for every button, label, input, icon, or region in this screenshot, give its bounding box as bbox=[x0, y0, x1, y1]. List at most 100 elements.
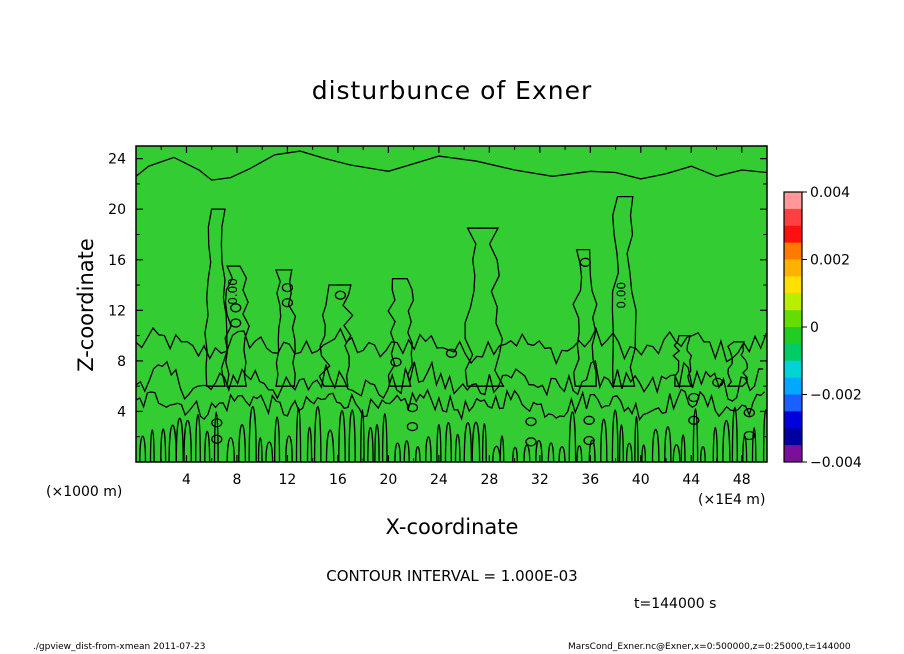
contour-line bbox=[248, 406, 257, 462]
y-axis-ticks: 4 8 12 16 20 24 bbox=[108, 152, 767, 438]
contour-loop bbox=[445, 348, 458, 358]
contour-line bbox=[700, 446, 706, 462]
contour-line bbox=[238, 424, 247, 462]
contour-loop bbox=[230, 318, 242, 328]
contour-line bbox=[751, 427, 757, 462]
contour-line bbox=[731, 406, 738, 462]
contour-line bbox=[394, 442, 401, 462]
contour-line bbox=[588, 439, 596, 462]
colorbar-tick-label: 0 bbox=[810, 320, 819, 336]
x-tick-label: 12 bbox=[279, 472, 297, 488]
contour-loop bbox=[712, 377, 724, 388]
x-tick-label: 4 bbox=[182, 472, 191, 488]
contour-loop bbox=[334, 290, 347, 300]
contour-line bbox=[471, 421, 481, 462]
x-tick-label: 24 bbox=[430, 472, 448, 488]
contour-line bbox=[651, 428, 660, 462]
contour-line bbox=[611, 195, 637, 387]
contour-line bbox=[762, 409, 767, 462]
y-tick-label: 24 bbox=[108, 152, 126, 168]
x-tick-label: 8 bbox=[232, 472, 241, 488]
colorbar-swatch bbox=[784, 394, 802, 412]
contour-loop bbox=[525, 416, 537, 427]
contour-loop bbox=[579, 257, 591, 267]
contour-line bbox=[381, 413, 388, 462]
contour-line bbox=[274, 269, 297, 387]
contour-line bbox=[160, 428, 167, 462]
contour-line bbox=[374, 424, 380, 462]
contour-line bbox=[726, 341, 749, 387]
x-axis-label: X-coordinate bbox=[385, 515, 519, 539]
contour-loop bbox=[406, 421, 419, 432]
contour-loop bbox=[230, 303, 242, 313]
y-axis-label: Z-coordinate bbox=[74, 238, 98, 372]
contour-line bbox=[618, 424, 624, 462]
contour-line bbox=[175, 417, 184, 462]
contour-line bbox=[499, 435, 505, 462]
x-tick-label: 32 bbox=[531, 472, 549, 488]
contour-line bbox=[183, 420, 192, 462]
x-tick-label: 44 bbox=[682, 472, 700, 488]
colorbar-swatch bbox=[784, 208, 802, 227]
contour-line bbox=[436, 424, 442, 462]
colorbar-swatch bbox=[784, 343, 802, 362]
contour-line bbox=[568, 411, 577, 462]
colorbar-tick-label: −0.004 bbox=[810, 455, 862, 471]
contour-line bbox=[463, 422, 473, 462]
contour-line bbox=[313, 406, 322, 462]
contour-labels: 0.00 0.00 bbox=[226, 278, 629, 309]
colorbar-swatch bbox=[784, 242, 802, 260]
contour-line bbox=[306, 426, 313, 462]
contour-line bbox=[641, 444, 647, 462]
plot-field bbox=[136, 146, 767, 462]
contour-lines bbox=[136, 150, 767, 462]
contour-line bbox=[149, 429, 155, 462]
contour-line bbox=[204, 208, 228, 387]
plot-frame bbox=[135, 145, 768, 463]
contour-line bbox=[224, 265, 250, 387]
contour-line bbox=[722, 420, 731, 462]
contour-line bbox=[512, 446, 518, 462]
contour-line bbox=[338, 409, 346, 462]
colorbar-swatch bbox=[784, 192, 802, 210]
x-tick-label: 40 bbox=[632, 472, 650, 488]
contour-line bbox=[195, 413, 201, 462]
colorbar-tick-label: −0.002 bbox=[810, 388, 862, 404]
contour-line bbox=[285, 435, 293, 462]
contour-label: 0.00 bbox=[226, 278, 240, 305]
contour-line bbox=[634, 415, 639, 462]
x-unit-left: (×1000 m) bbox=[46, 484, 123, 500]
x-tick-label: 48 bbox=[733, 472, 751, 488]
contour-line bbox=[425, 436, 432, 462]
colorbar: 0.004 0.002 0 −0.002 −0.004 bbox=[783, 185, 862, 471]
colorbar-tick-label: 0.004 bbox=[810, 185, 850, 201]
contour-loop bbox=[281, 282, 294, 293]
contour-line bbox=[454, 434, 461, 462]
contour-line bbox=[318, 284, 354, 387]
contour-line bbox=[325, 429, 335, 462]
colorbar-swatch bbox=[784, 411, 802, 429]
contour-loop bbox=[211, 434, 223, 444]
contour-loop bbox=[688, 392, 700, 403]
contour-loop bbox=[743, 430, 755, 441]
contour-loop bbox=[583, 415, 595, 425]
colorbar-swatch bbox=[784, 360, 802, 379]
contour-line bbox=[204, 430, 211, 462]
contour-line bbox=[600, 418, 608, 462]
contour-line bbox=[274, 416, 281, 462]
contour-line bbox=[464, 227, 505, 387]
y-tick-label: 20 bbox=[108, 202, 126, 218]
contour-line bbox=[136, 388, 765, 422]
contour-line bbox=[139, 435, 147, 462]
x-tick-label: 36 bbox=[581, 472, 599, 488]
contour-line bbox=[481, 423, 487, 462]
colorbar-swatch bbox=[784, 276, 802, 294]
contour-loop bbox=[406, 402, 419, 413]
time-stamp: t=144000 s bbox=[634, 596, 717, 612]
contour-line bbox=[415, 446, 421, 462]
y-tick-label: 8 bbox=[117, 354, 126, 370]
chart-title: disturbunce of Exner bbox=[311, 76, 593, 105]
contour-loop bbox=[390, 357, 402, 367]
contour-line bbox=[558, 446, 566, 462]
